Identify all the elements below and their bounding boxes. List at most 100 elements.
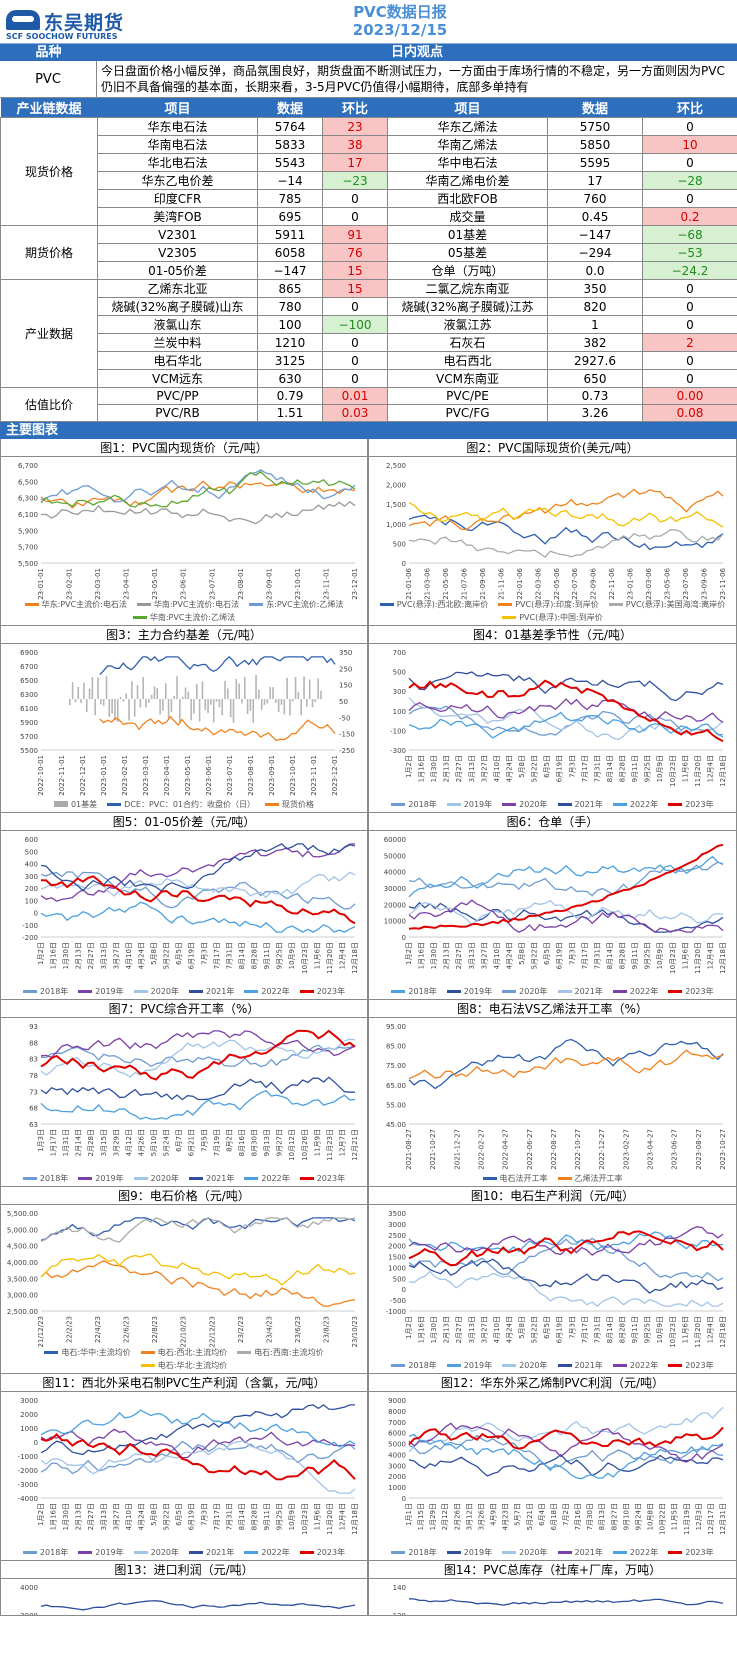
y-tick-label: 500 [393,540,406,548]
x-tick-label: 10月22日 [659,1503,667,1535]
x-tick-label: 2023-05-01 [184,755,192,796]
x-tick-label: 23/2/23 [237,1316,245,1343]
x-tick-label: 8月14日 [606,1316,614,1343]
basis-bar [148,698,150,703]
chart-panel: 图11：西北外采电石制PVC生产利润（含氯，元/吨） 3000 2000 1000 0 -… [0,1373,368,1561]
x-tick-label: 22-09-06 [590,567,598,599]
x-tick-label: 21-01-06 [405,567,413,599]
x-tick-label: 8月28日 [251,1503,259,1530]
view-header-bar: 品种 日内观点 [0,44,737,61]
legend-item: 东:PVC主流价:乙烯法 [249,599,343,610]
x-tick-label: 11月6日 [681,942,689,969]
chart-legend: PVC(悬浮):西北欧:离岸价 PVC(悬浮):印度:到岸价 PVC(悬浮):美国海… [369,599,736,623]
legend-item: 2019年 [78,986,124,997]
y-tick-label: 1500 [388,1253,406,1261]
change-cell: 0 [642,315,737,334]
basis-bar [260,698,263,710]
legend-swatch-icon [140,1350,155,1354]
chart-legend: 01基差 DCE：PVC：01合约：收盘价（日） 现货价格 [1,799,367,810]
legend-label: 2023年 [316,1547,346,1557]
x-tick-label: 22/2/23 [66,1316,74,1343]
change-cell: 0 [322,333,388,352]
x-tick-label: 8月14日 [606,755,614,782]
table-row: 华东乙电价差 −14 −23 华南乙烯电价差 17 −28 [1,171,737,190]
basis-bar [133,698,136,717]
series-line [408,705,724,736]
chart-panel: 图5：01-05价差（元/吨） 600 500 400 300 200 100 0 -100 -2… [0,812,368,1000]
legend-swatch-icon [498,602,513,606]
legend-label: 2019年 [95,1173,124,1183]
x-tick-label: 2022-12-27 [598,1129,606,1170]
series-line [408,501,724,528]
y-tick-label: -100 [22,922,38,930]
y-tick-label: 0 [402,1495,406,1503]
y-tick-label: 75.00 [386,1062,406,1070]
legend-item: 电石法开工率 [482,1173,548,1184]
x-tick-label: 6月7日 [175,1129,183,1152]
x-tick-label: 22/12/23 [208,1316,216,1347]
basis-bar [94,698,96,715]
legend-label: 2019年 [463,986,493,996]
y-tick-label: 45.00 [386,1121,406,1129]
basis-bar [77,686,80,699]
table-row: 01-05价差 −147 15 仓单（万吨） 0.0 −24.2 [1,261,737,280]
y-tick-label: 400 [25,860,38,868]
basis-bar [294,676,297,699]
item-cell: PVC/RB [97,403,258,422]
legend-item: 2022年 [612,1547,659,1558]
x-tick-label: 23-03-06 [645,567,653,599]
item-cell: V2301 [97,225,258,244]
x-tick-label: 11月6日 [313,942,321,969]
basis-bar [224,680,226,699]
value-cell: 5595 [547,153,643,172]
legend-swatch-icon [299,1176,314,1180]
chart-svg: 3500 3000 2500 2000 1500 1000 500 0 -500 -10001月2… [386,1210,727,1348]
series-line [408,711,724,739]
y-tick-label: 40000 [384,868,406,876]
chart-area: 60000 50000 40000 30000 20000 10000 0 1月2日 1月16日… [369,831,736,999]
x-tick-label: 10月23日 [669,755,677,787]
x-tick-label: 4月24日 [137,1503,145,1530]
legend-item: 2018年 [391,1360,437,1371]
y-tick-label: -4000 [18,1495,38,1503]
legend-swatch-icon [608,602,623,606]
chart-panel: 图2：PVC国际现货价(美元/吨） 2,500 2,000 1,500 1,000 500… [368,438,737,626]
x-tick-label: 8月28日 [251,942,259,969]
table-row: 美湾FOB 695 0 成交量 0.45 0.2 [1,207,737,226]
basis-bar [193,698,195,714]
item-cell: PVC/PE [387,387,548,405]
chart-caption: 图6：仓单（手） [369,813,736,831]
x-tick-label: 10月9日 [288,1503,296,1530]
legend-label: 2021年 [206,986,235,996]
legend-swatch-icon [668,802,683,806]
x-tick-label: 10月23日 [301,942,309,974]
item-cell: 印度CFR [97,189,258,208]
x-tick-label: 8月28日 [619,1316,627,1343]
x-tick-label: 2022-12-01 [79,755,87,796]
basis-bar [176,676,178,699]
x-tick-label: 2月27日 [455,755,463,782]
series-line [408,679,724,742]
x-tick-label: 7月3日 [200,1503,208,1526]
legend-label: 2022年 [629,1547,659,1557]
y-tick-label: 2,000 [386,481,406,489]
x-tick-label: 1月30日 [430,1316,438,1343]
x-tick-label: 1月1日 [405,1503,413,1526]
x-tick-label: 11月20日 [326,1503,334,1535]
x-tick-label: 6月5日 [543,942,551,965]
x-tick-label: 22-05-06 [553,567,561,599]
value-cell: 760 [547,189,643,208]
legend-swatch-icon [189,1176,203,1180]
x-tick-label: 6月19日 [556,1316,564,1343]
category-cell: 估值比价 [0,387,98,422]
legend-label: 2022年 [629,1360,659,1370]
legend-item: 2023年 [299,1547,346,1558]
y-tick-label: 0 [402,1286,406,1294]
legend-swatch-icon [557,802,572,806]
legend-label: 2023年 [685,1360,714,1370]
x-tick-label: 3月13日 [468,1316,476,1343]
y-tick-label: 5,000.00 [7,1226,38,1234]
y-tick-label: 120 [393,1612,406,1615]
x-tick-label: 9月27日 [276,1129,284,1156]
series-line [40,871,356,910]
